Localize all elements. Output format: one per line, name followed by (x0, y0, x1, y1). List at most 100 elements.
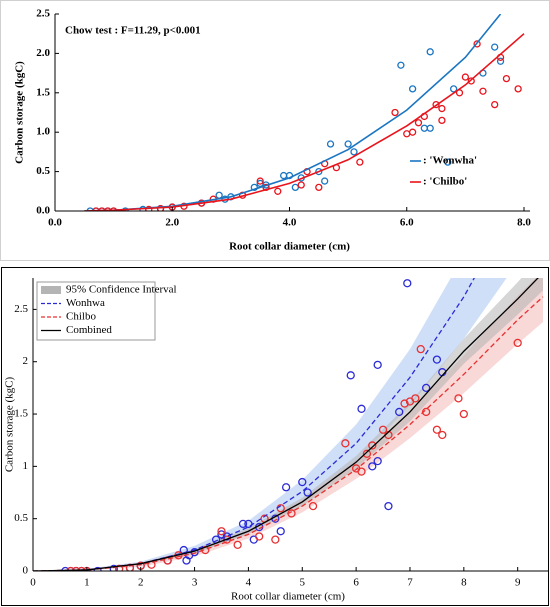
legend: : 'Wonwha': 'Chilbo' (410, 155, 477, 188)
data-point (373, 456, 382, 466)
data-point (491, 43, 499, 51)
data-point (341, 439, 350, 448)
legend-label: Combined (66, 324, 112, 336)
data-point (86, 207, 94, 211)
y-tick-label: 1 (23, 460, 29, 472)
data-point (408, 128, 417, 136)
data-point (233, 540, 242, 549)
data-point (514, 85, 522, 93)
data-point (357, 467, 366, 476)
data-point (438, 104, 446, 113)
data-point (426, 124, 434, 132)
data-point (256, 177, 264, 185)
data-point (115, 564, 124, 571)
x-tick-label: 5 (300, 577, 306, 589)
data-point (291, 183, 300, 192)
x-axis-label: Root collar diameter (cm) (231, 591, 345, 603)
data-point (346, 371, 355, 380)
data-point (98, 207, 106, 211)
top-panel-frame (0, 0, 550, 261)
fit-line (33, 296, 544, 571)
data-point (449, 85, 458, 93)
data-point (298, 477, 307, 487)
data-point (77, 566, 86, 571)
data-point (426, 48, 434, 56)
data-point (326, 140, 335, 148)
data-point (303, 488, 312, 497)
data-point (281, 483, 291, 492)
data-point (416, 345, 425, 354)
x-tick-label: 3 (192, 577, 198, 589)
data-point (250, 183, 258, 192)
data-point (344, 140, 352, 148)
data-point (315, 167, 323, 176)
data-point (222, 535, 232, 544)
x-tick-label: 2 (138, 577, 144, 589)
data-point (362, 449, 372, 458)
data-point (411, 394, 420, 403)
y-tick-label: 2.5 (36, 8, 50, 20)
y-tick-label: 1.5 (14, 408, 28, 420)
data-point (92, 207, 100, 211)
x-axis-label: Root collar diameter (cm) (229, 241, 350, 253)
data-point (502, 74, 511, 83)
y-tick-label: 2.5 (14, 303, 28, 315)
data-point (395, 407, 404, 417)
x-tick-label: 8.0 (517, 217, 531, 229)
data-point (403, 279, 412, 288)
data-point (397, 61, 405, 69)
data-point (368, 462, 377, 471)
data-point (215, 191, 223, 199)
data-point (315, 183, 323, 192)
y-tick-label: 2 (23, 355, 29, 367)
data-point (104, 207, 112, 211)
data-point (459, 409, 468, 419)
data-point (271, 535, 280, 544)
data-point (121, 207, 129, 211)
data-point (109, 207, 118, 211)
data-point (308, 501, 318, 511)
legend-swatch (41, 286, 61, 294)
data-point (438, 116, 446, 125)
data-point (255, 532, 264, 541)
y-tick-label: 2.0 (36, 47, 50, 59)
data-point (145, 205, 153, 211)
data-point (432, 425, 442, 434)
x-tick-label: 0 (30, 577, 36, 589)
y-tick-label: 0.0 (36, 205, 50, 217)
fit-line (84, 33, 525, 211)
legend-label: 95% Confidence Interval (66, 284, 177, 296)
legend-label: Wonhwa (66, 297, 105, 309)
fit-line (33, 278, 539, 571)
y-tick-label: 0.5 (14, 512, 28, 524)
data-point (93, 566, 102, 571)
x-tick-label: 0.0 (48, 217, 62, 229)
data-point (357, 404, 366, 413)
x-tick-label: 6 (353, 577, 359, 589)
data-point (71, 566, 81, 571)
y-tick-label: 1.0 (36, 126, 50, 138)
data-point (467, 77, 475, 85)
data-point (350, 148, 358, 156)
bottom-panel-frame (1, 267, 549, 606)
x-tick-label: 8 (461, 577, 467, 589)
data-point (217, 527, 226, 536)
data-point (444, 158, 452, 166)
y-axis-label: Carbon storage (kgC) (4, 377, 16, 473)
data-point (491, 100, 499, 109)
data-point (297, 181, 305, 189)
data-point (279, 171, 288, 180)
x-tick-label: 1 (84, 577, 90, 589)
x-tick-label: 6.0 (400, 217, 414, 229)
data-point (432, 100, 440, 109)
data-point (473, 40, 481, 48)
y-axis-label: Carbon storage (kgC) (14, 61, 26, 164)
data-point (403, 130, 411, 138)
data-point (373, 360, 382, 370)
x-tick-label: 7 (407, 577, 413, 589)
data-point (356, 158, 364, 166)
data-point (384, 501, 393, 511)
data-point (61, 566, 70, 571)
data-point (513, 338, 522, 348)
